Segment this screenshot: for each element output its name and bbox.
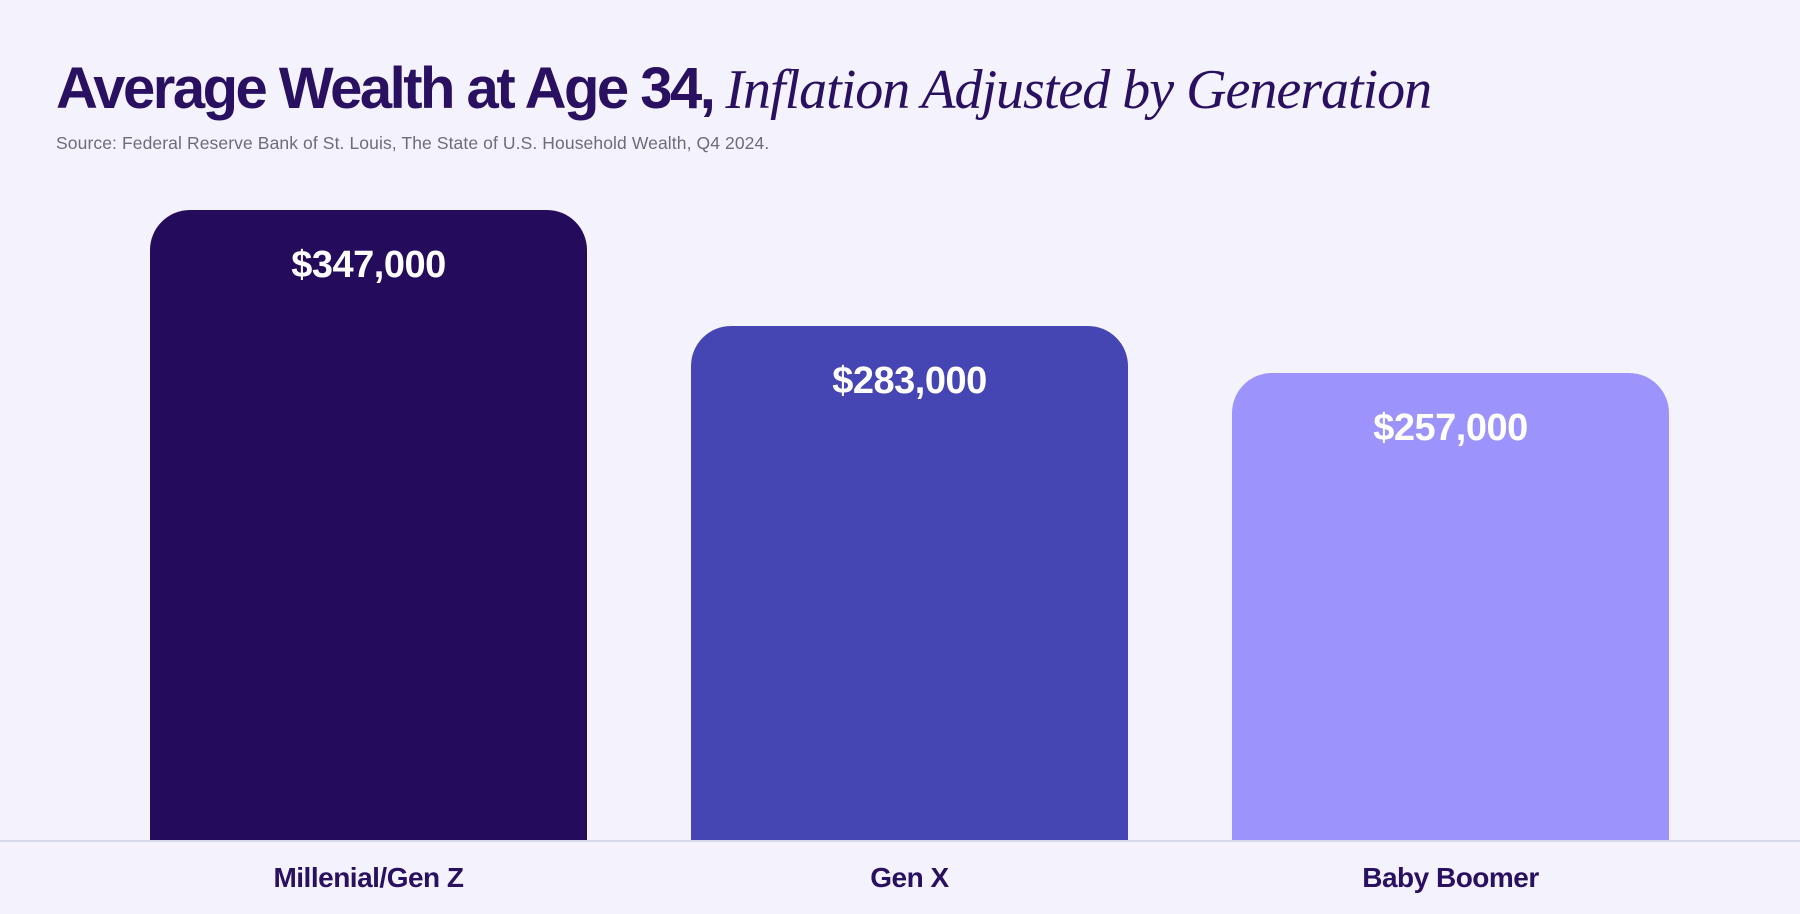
- bar-chart-plot-area: $347,000 $283,000 $257,000: [0, 210, 1800, 842]
- category-label: Gen X: [870, 862, 949, 893]
- category-label: Baby Boomer: [1362, 862, 1539, 893]
- bar-value-label: $257,000: [1373, 407, 1528, 449]
- category-label: Millenial/Gen Z: [273, 862, 464, 893]
- chart-header: Average Wealth at Age 34, Inflation Adjus…: [56, 56, 1432, 154]
- bar-value-label: $347,000: [291, 244, 446, 286]
- bar-1: $283,000: [691, 326, 1128, 840]
- bar-0: $347,000: [150, 210, 587, 840]
- source-note: Source: Federal Reserve Bank of St. Loui…: [56, 132, 770, 153]
- chart-title-italic: Inflation Adjusted by Generation: [725, 59, 1432, 121]
- bar-value-label: $283,000: [832, 360, 987, 402]
- chart-title: Average Wealth at Age 34, Inflation Adjus…: [56, 56, 1432, 121]
- chart-title-bold: Average Wealth at Age 34,: [56, 56, 716, 121]
- bar-2: $257,000: [1232, 373, 1669, 840]
- bars-container: $347,000 $283,000 $257,000: [150, 210, 1669, 840]
- category-label-band: Millenial/Gen Z Gen X Baby Boomer: [150, 842, 1669, 914]
